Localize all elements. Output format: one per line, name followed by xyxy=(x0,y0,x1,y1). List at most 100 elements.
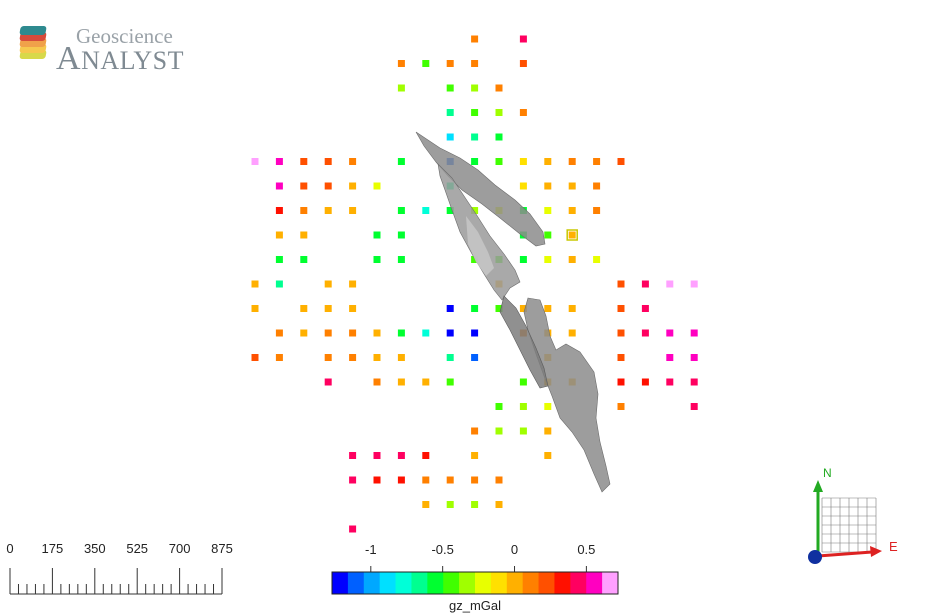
station-marker[interactable] xyxy=(544,231,552,239)
station-marker[interactable] xyxy=(397,231,405,239)
station-marker[interactable] xyxy=(349,280,357,288)
station-marker[interactable] xyxy=(349,207,357,214)
station-marker[interactable] xyxy=(568,231,576,239)
station-marker[interactable] xyxy=(568,329,576,337)
station-marker[interactable] xyxy=(519,35,527,43)
station-marker[interactable] xyxy=(544,305,552,312)
station-marker[interactable] xyxy=(519,158,527,165)
station-marker[interactable] xyxy=(471,329,479,337)
station-marker[interactable] xyxy=(519,109,527,116)
station-marker[interactable] xyxy=(495,109,503,116)
station-marker[interactable] xyxy=(422,60,430,67)
station-marker[interactable] xyxy=(324,305,332,312)
station-marker[interactable] xyxy=(568,207,576,214)
station-marker[interactable] xyxy=(349,158,357,165)
station-marker[interactable] xyxy=(641,280,649,288)
station-marker[interactable] xyxy=(495,403,503,410)
station-marker[interactable] xyxy=(471,109,479,116)
station-marker[interactable] xyxy=(617,305,625,312)
station-marker[interactable] xyxy=(544,207,552,214)
station-marker[interactable] xyxy=(690,403,698,410)
station-marker[interactable] xyxy=(593,182,601,190)
station-marker[interactable] xyxy=(275,207,283,214)
station-marker[interactable] xyxy=(349,182,357,190)
station-marker[interactable] xyxy=(495,305,503,312)
station-marker[interactable] xyxy=(446,329,454,337)
station-marker[interactable] xyxy=(300,158,308,165)
station-marker[interactable] xyxy=(593,158,601,165)
station-marker[interactable] xyxy=(666,378,674,386)
station-marker[interactable] xyxy=(544,182,552,190)
station-marker[interactable] xyxy=(471,354,479,361)
station-marker[interactable] xyxy=(397,452,405,459)
station-marker[interactable] xyxy=(519,378,527,386)
station-marker[interactable] xyxy=(300,256,308,263)
station-marker[interactable] xyxy=(471,452,479,459)
station-marker[interactable] xyxy=(690,280,698,288)
station-marker[interactable] xyxy=(690,329,698,337)
station-marker[interactable] xyxy=(275,231,283,239)
station-marker[interactable] xyxy=(544,158,552,165)
station-marker[interactable] xyxy=(446,84,454,92)
station-marker[interactable] xyxy=(422,378,430,386)
station-marker[interactable] xyxy=(568,158,576,165)
station-marker[interactable] xyxy=(471,35,479,43)
station-marker[interactable] xyxy=(349,354,357,361)
station-marker[interactable] xyxy=(593,256,601,263)
station-marker[interactable] xyxy=(349,329,357,337)
station-marker[interactable] xyxy=(471,158,479,165)
station-marker[interactable] xyxy=(666,354,674,361)
station-marker[interactable] xyxy=(275,182,283,190)
station-marker[interactable] xyxy=(275,256,283,263)
station-marker[interactable] xyxy=(519,403,527,410)
station-marker[interactable] xyxy=(519,182,527,190)
station-marker[interactable] xyxy=(446,60,454,67)
station-marker[interactable] xyxy=(446,305,454,312)
station-marker[interactable] xyxy=(324,280,332,288)
station-marker[interactable] xyxy=(422,452,430,459)
station-marker[interactable] xyxy=(495,133,503,141)
station-marker[interactable] xyxy=(617,329,625,337)
station-marker[interactable] xyxy=(544,256,552,263)
station-marker[interactable] xyxy=(690,378,698,386)
station-marker[interactable] xyxy=(300,182,308,190)
station-marker[interactable] xyxy=(617,158,625,165)
station-marker[interactable] xyxy=(251,354,259,361)
station-marker[interactable] xyxy=(471,256,479,263)
station-marker[interactable] xyxy=(446,207,454,214)
station-marker[interactable] xyxy=(373,182,381,190)
station-marker[interactable] xyxy=(373,231,381,239)
station-marker[interactable] xyxy=(617,354,625,361)
station-marker[interactable] xyxy=(666,329,674,337)
station-marker[interactable] xyxy=(446,354,454,361)
station-marker[interactable] xyxy=(324,182,332,190)
station-marker[interactable] xyxy=(617,378,625,386)
station-marker[interactable] xyxy=(568,305,576,312)
station-marker[interactable] xyxy=(300,231,308,239)
station-marker[interactable] xyxy=(324,378,332,386)
station-marker[interactable] xyxy=(397,84,405,92)
station-marker[interactable] xyxy=(300,207,308,214)
station-marker[interactable] xyxy=(495,158,503,165)
station-marker[interactable] xyxy=(495,501,503,508)
station-marker[interactable] xyxy=(373,256,381,263)
station-marker[interactable] xyxy=(324,158,332,165)
station-marker[interactable] xyxy=(519,305,527,312)
station-marker[interactable] xyxy=(324,354,332,361)
station-marker[interactable] xyxy=(397,207,405,214)
station-marker[interactable] xyxy=(251,280,259,288)
station-marker[interactable] xyxy=(593,207,601,214)
station-marker[interactable] xyxy=(495,427,503,435)
station-marker[interactable] xyxy=(471,60,479,67)
station-marker[interactable] xyxy=(519,427,527,435)
station-marker[interactable] xyxy=(397,378,405,386)
station-marker[interactable] xyxy=(275,354,283,361)
station-marker[interactable] xyxy=(666,280,674,288)
station-marker[interactable] xyxy=(519,256,527,263)
station-marker[interactable] xyxy=(349,452,357,459)
station-marker[interactable] xyxy=(471,207,479,214)
station-marker[interactable] xyxy=(495,476,503,484)
station-marker[interactable] xyxy=(446,109,454,116)
station-marker[interactable] xyxy=(446,133,454,141)
station-marker[interactable] xyxy=(349,305,357,312)
